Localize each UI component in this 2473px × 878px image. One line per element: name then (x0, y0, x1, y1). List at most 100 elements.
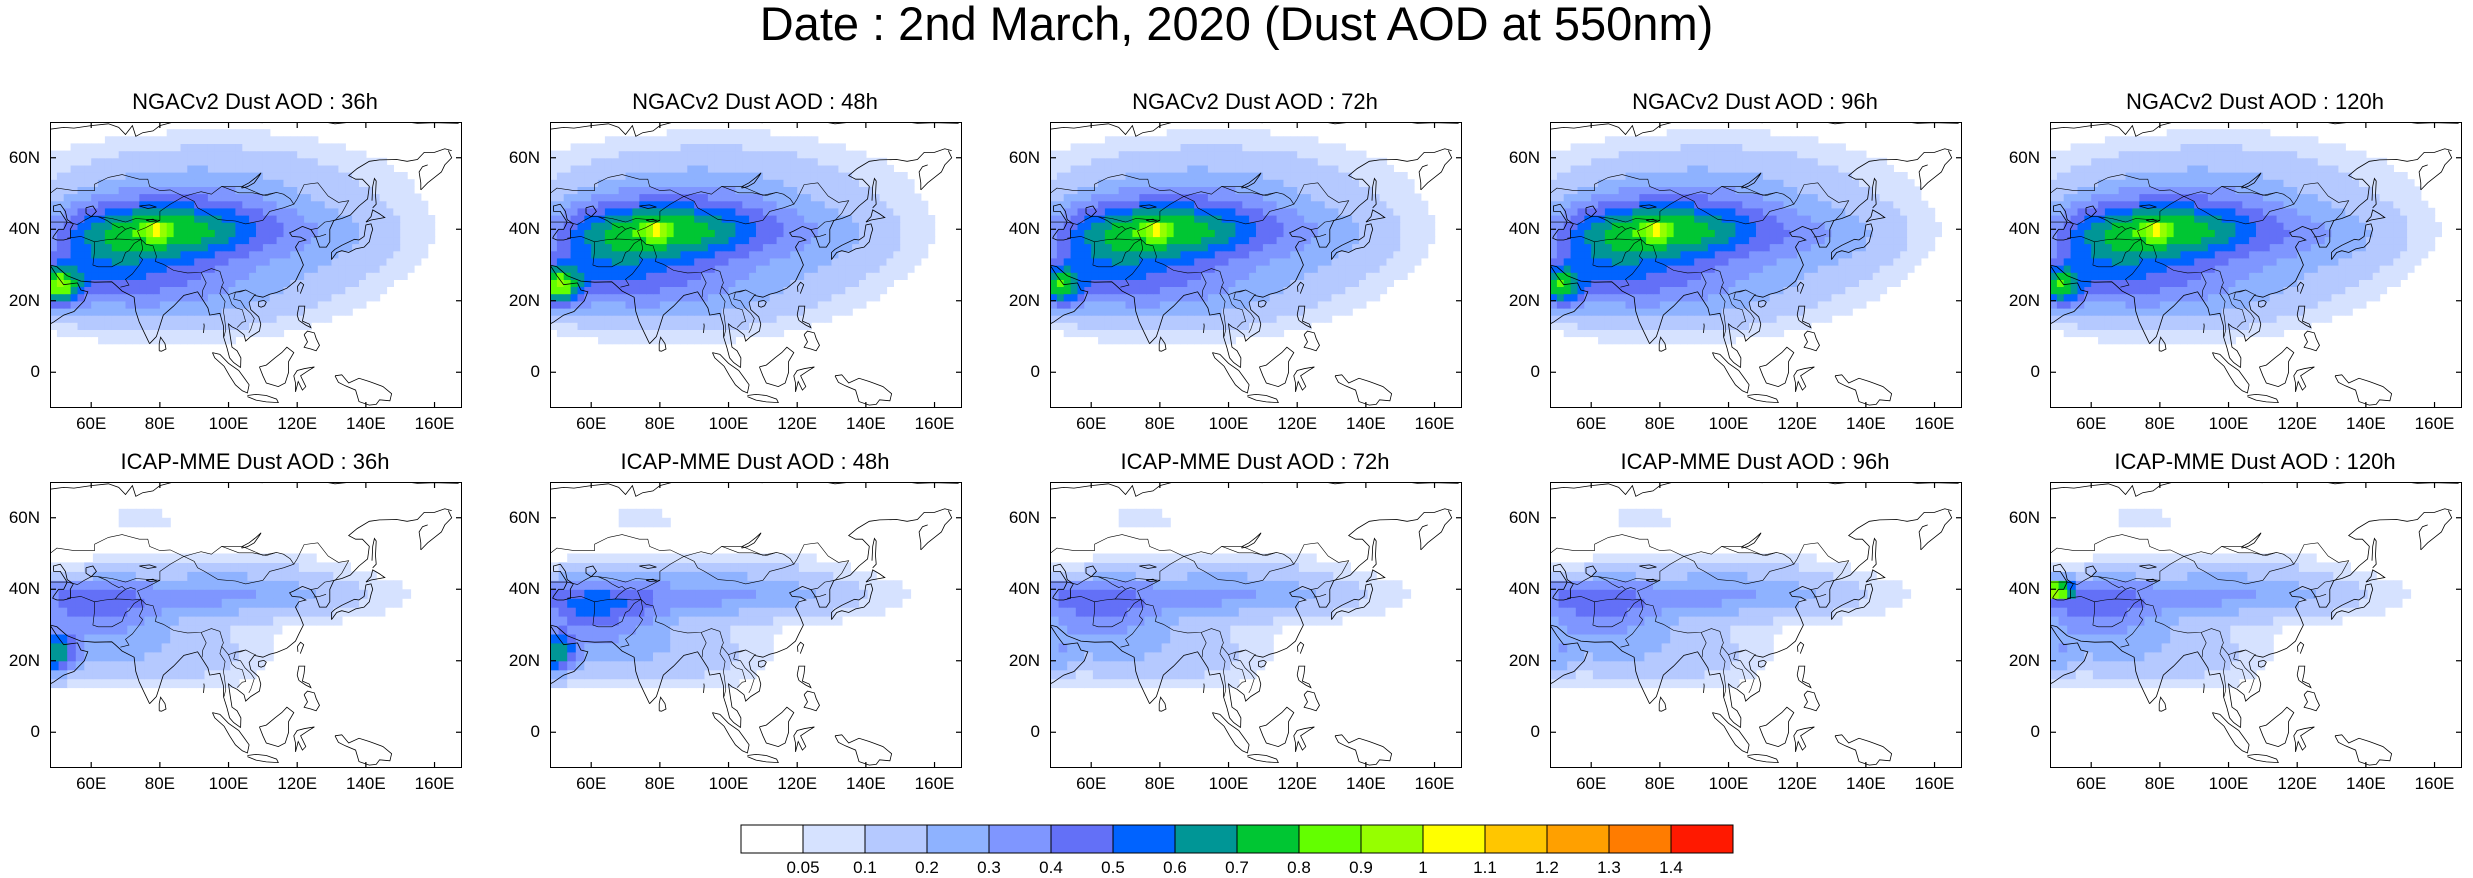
lat-tick-label: 40N (1000, 219, 1040, 239)
lat-tick-label: 40N (500, 579, 540, 599)
lat-tick-label: 20N (2000, 291, 2040, 311)
map-plot-area (1550, 482, 1962, 768)
lon-tick-label: 160E (405, 774, 465, 794)
lon-tick-label: 160E (1905, 774, 1965, 794)
dust-aod-field (1050, 509, 1411, 688)
lat-tick-label: 40N (1500, 579, 1540, 599)
lon-tick-label: 160E (2405, 774, 2465, 794)
lon-tick-label: 140E (1836, 774, 1896, 794)
map-svg (50, 482, 462, 768)
lat-tick-label: 20N (0, 651, 40, 671)
lon-tick-label: 60E (1561, 774, 1621, 794)
colorbar-swatches (740, 824, 1734, 854)
map-svg (2050, 482, 2462, 768)
lat-tick-label: 40N (2000, 579, 2040, 599)
colorbar-label: 0.6 (1155, 858, 1195, 878)
lon-tick-label: 160E (1405, 774, 1465, 794)
colorbar-label: 0.8 (1279, 858, 1319, 878)
lon-tick-label: 100E (199, 774, 259, 794)
lat-tick-label: 40N (0, 219, 40, 239)
panel-title: NGACv2 Dust AOD : 96h (1500, 90, 2010, 114)
colorbar-label: 1 (1403, 858, 1443, 878)
panel-title: NGACv2 Dust AOD : 48h (500, 90, 1010, 114)
panel-title: ICAP-MME Dust AOD : 120h (2000, 450, 2473, 474)
lon-tick-label: 60E (2061, 774, 2121, 794)
lat-tick-label: 20N (1000, 291, 1040, 311)
panel-title: NGACv2 Dust AOD : 36h (0, 90, 510, 114)
colorbar-swatch (1423, 825, 1485, 853)
lat-tick-label: 40N (500, 219, 540, 239)
lon-tick-label: 120E (1267, 774, 1327, 794)
colorbar-label: 1.4 (1651, 858, 1691, 878)
lat-tick-label: 20N (500, 291, 540, 311)
lat-tick-label: 0 (0, 722, 40, 742)
map-svg (1050, 482, 1462, 768)
lat-tick-label: 60N (2000, 148, 2040, 168)
lon-tick-label: 140E (2336, 774, 2396, 794)
lon-tick-label: 80E (1630, 774, 1690, 794)
lon-tick-label: 80E (1130, 774, 1190, 794)
dust-aod-field (50, 129, 435, 344)
colorbar-label: 0.9 (1341, 858, 1381, 878)
colorbar-swatch (741, 825, 803, 853)
lat-tick-label: 20N (1500, 291, 1540, 311)
dust-aod-field (2050, 129, 2442, 344)
dust-aod-field (550, 129, 935, 344)
panel-title: NGACv2 Dust AOD : 120h (2000, 90, 2473, 114)
lon-tick-label: 100E (1199, 774, 1259, 794)
colorbar-label: 1.2 (1527, 858, 1567, 878)
lat-tick-label: 20N (500, 651, 540, 671)
colorbar-label: 0.3 (969, 858, 1009, 878)
map-plot-area (2050, 482, 2462, 768)
panel-title: ICAP-MME Dust AOD : 72h (1000, 450, 1510, 474)
colorbar-label: 0.2 (907, 858, 947, 878)
lat-tick-label: 60N (0, 148, 40, 168)
lon-tick-label: 100E (699, 774, 759, 794)
colorbar-swatch (1361, 825, 1423, 853)
dust-aod-field (2050, 509, 2411, 688)
lon-tick-label: 120E (267, 774, 327, 794)
lat-tick-label: 20N (2000, 651, 2040, 671)
lat-tick-label: 40N (1000, 579, 1040, 599)
lon-tick-label: 80E (2130, 774, 2190, 794)
panel-title: ICAP-MME Dust AOD : 96h (1500, 450, 2010, 474)
lon-tick-label: 60E (1061, 774, 1121, 794)
lon-tick-label: 120E (2267, 774, 2327, 794)
lon-tick-label: 100E (1699, 774, 1759, 794)
lat-tick-label: 60N (500, 148, 540, 168)
lon-tick-label: 160E (905, 774, 965, 794)
lat-tick-label: 0 (1000, 722, 1040, 742)
colorbar-swatch (1547, 825, 1609, 853)
dust-aod-field (50, 509, 411, 688)
dust-aod-field (1550, 129, 1942, 344)
lat-tick-label: 60N (500, 508, 540, 528)
colorbar-swatch (865, 825, 927, 853)
colorbar-swatch (803, 825, 865, 853)
colorbar-label: 0.05 (783, 858, 823, 878)
lat-tick-label: 40N (0, 579, 40, 599)
lon-tick-label: 60E (561, 774, 621, 794)
lat-tick-label: 0 (2000, 722, 2040, 742)
colorbar-label: 0.5 (1093, 858, 1133, 878)
colorbar-label: 0.4 (1031, 858, 1071, 878)
lat-tick-label: 60N (1500, 148, 1540, 168)
lon-tick-label: 100E (2199, 774, 2259, 794)
dust-aod-field (1550, 509, 1911, 688)
colorbar-swatch (989, 825, 1051, 853)
lon-tick-label: 120E (767, 774, 827, 794)
colorbar-swatch (1671, 825, 1733, 853)
lat-tick-label: 60N (2000, 508, 2040, 528)
lat-tick-label: 40N (1500, 219, 1540, 239)
lat-tick-label: 0 (500, 722, 540, 742)
colorbar-swatch (1299, 825, 1361, 853)
lat-tick-label: 60N (1000, 148, 1040, 168)
lon-tick-label: 80E (130, 774, 190, 794)
